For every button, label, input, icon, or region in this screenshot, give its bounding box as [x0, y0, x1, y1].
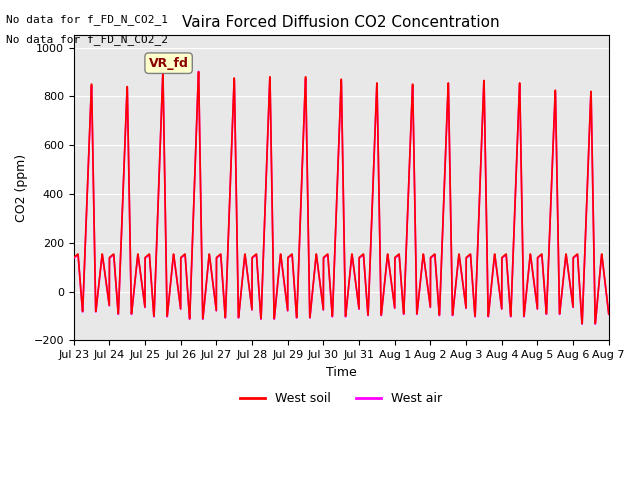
Text: VR_fd: VR_fd	[148, 57, 189, 70]
Text: No data for f_FD_N_CO2_2: No data for f_FD_N_CO2_2	[6, 34, 168, 45]
Legend: West soil, West air: West soil, West air	[236, 387, 447, 410]
Title: Vaira Forced Diffusion CO2 Concentration: Vaira Forced Diffusion CO2 Concentration	[182, 15, 500, 30]
Y-axis label: CO2 (ppm): CO2 (ppm)	[15, 154, 28, 222]
X-axis label: Time: Time	[326, 366, 356, 379]
Text: No data for f_FD_N_CO2_1: No data for f_FD_N_CO2_1	[6, 14, 168, 25]
